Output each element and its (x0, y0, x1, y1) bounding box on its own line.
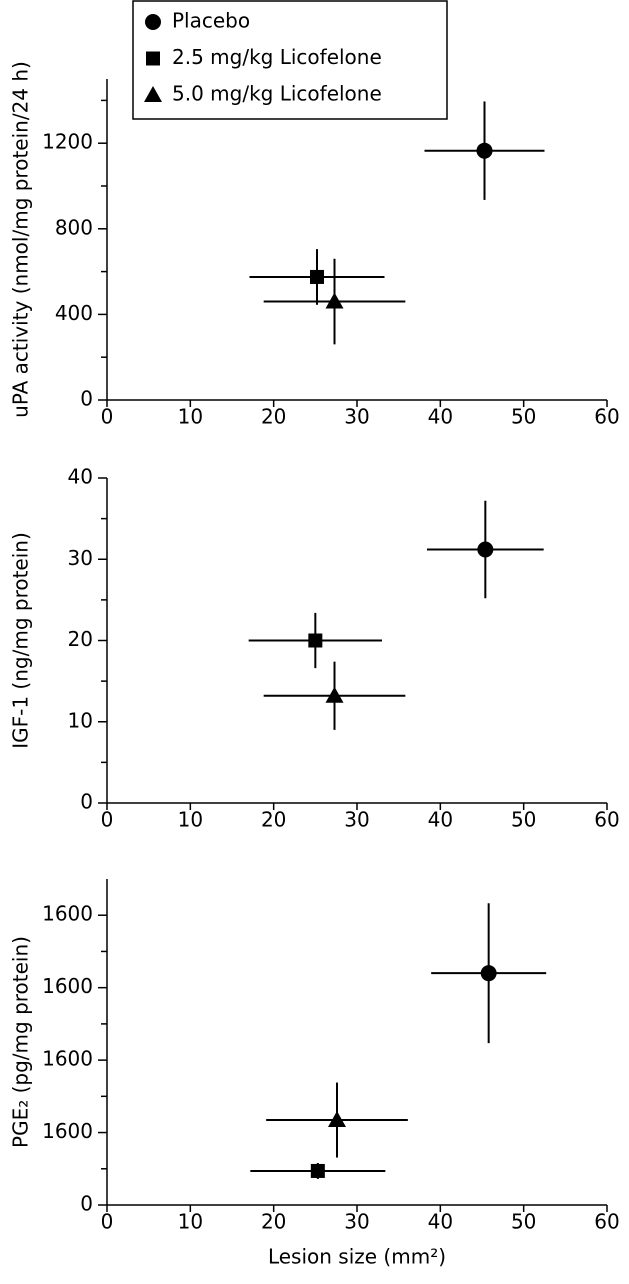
y-axis-label: IGF-1 (ng/mg protein) (9, 532, 33, 749)
y-tick-label: 20 (68, 627, 93, 651)
x-tick-label: 0 (101, 1210, 114, 1234)
x-tick-label: 10 (178, 808, 203, 832)
x-tick-label: 20 (261, 1210, 286, 1234)
legend-box (132, 0, 448, 120)
x-tick-label: 0 (101, 808, 114, 832)
x-tick-label: 10 (178, 1210, 203, 1234)
legend-label: 5.0 mg/kg Licofelone (172, 82, 382, 106)
y-tick-label: 0 (80, 790, 93, 814)
x-tick-label: 40 (428, 808, 453, 832)
x-tick-label: 50 (511, 808, 536, 832)
x-tick-label: 0 (101, 405, 114, 429)
y-tick-label: 40 (68, 465, 93, 489)
legend-marker (146, 51, 160, 66)
legend-marker (144, 86, 162, 102)
x-tick-label: 20 (261, 405, 286, 429)
x-axis-label: Lesion size (mm²) (268, 1245, 446, 1269)
y-tick-label: 1600 (42, 1119, 93, 1143)
legend-marker (145, 14, 161, 30)
y-tick-label: 1600 (42, 1047, 93, 1071)
x-tick-label: 50 (511, 1210, 536, 1234)
legend-label: 2.5 mg/kg Licofelone (172, 45, 382, 69)
x-tick-label: 50 (511, 405, 536, 429)
y-tick-label: 1200 (42, 130, 93, 154)
x-tick-label: 60 (594, 405, 619, 429)
y-axis-label: uPA activity (nmol/mg protein/24 h) (9, 61, 33, 418)
x-tick-label: 60 (594, 808, 619, 832)
y-tick-label: 0 (80, 387, 93, 411)
point (480, 965, 497, 982)
x-tick-label: 30 (344, 808, 369, 832)
point (325, 292, 344, 309)
y-axis-label: PGE₂ (pg/mg protein) (9, 936, 33, 1148)
point (328, 1111, 346, 1128)
point (476, 142, 493, 159)
x-tick-label: 60 (594, 1210, 619, 1234)
y-tick-label: 1600 (42, 902, 93, 926)
y-tick-label: 1600 (42, 974, 93, 998)
point (308, 633, 323, 648)
x-tick-label: 20 (261, 808, 286, 832)
y-tick-label: 400 (55, 301, 93, 325)
point (477, 541, 494, 558)
y-tick-label: 30 (68, 546, 93, 570)
x-tick-label: 40 (428, 1210, 453, 1234)
point (310, 1163, 325, 1178)
x-tick-label: 30 (344, 405, 369, 429)
point (325, 686, 344, 703)
x-tick-label: 10 (178, 405, 203, 429)
x-tick-label: 40 (428, 405, 453, 429)
x-tick-label: 30 (344, 1210, 369, 1234)
point (310, 269, 324, 284)
y-tick-label: 10 (68, 708, 93, 732)
y-tick-label: 0 (80, 1192, 93, 1216)
legend-label: Placebo (172, 9, 250, 33)
y-tick-label: 800 (55, 215, 93, 239)
